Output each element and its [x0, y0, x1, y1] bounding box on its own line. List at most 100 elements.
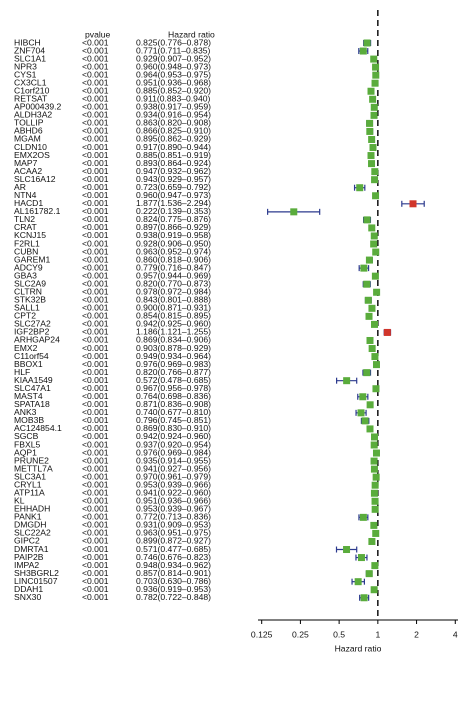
p-value: <0.001	[82, 102, 109, 112]
gene-name: CYS1	[14, 69, 37, 79]
gene-name: CLDN10	[14, 142, 47, 152]
hazard-ratio-label: 0.929(0.907–0.952)	[136, 53, 211, 63]
hr-marker	[365, 312, 373, 320]
p-value: <0.001	[82, 142, 109, 152]
p-value: <0.001	[82, 415, 109, 425]
hr-marker	[370, 586, 378, 594]
hr-marker	[359, 47, 367, 55]
hazard-ratio-label: 0.911(0.883–0.940)	[136, 94, 211, 104]
p-value: <0.001	[82, 174, 109, 184]
gene-name: CPT2	[14, 311, 36, 321]
hazard-ratio-label: 0.941(0.927–0.956)	[136, 463, 211, 473]
hazard-ratio-label: 0.703(0.630–0.786)	[136, 576, 211, 586]
gene-name: AL161782.1	[14, 206, 61, 216]
x-axis-label: Hazard ratio	[335, 643, 382, 653]
hr-marker	[360, 264, 368, 272]
gene-name: STK32B	[14, 295, 46, 305]
gene-name: SLC1A1	[14, 53, 46, 63]
hr-marker	[370, 111, 378, 119]
hr-marker	[368, 135, 376, 143]
hazard-ratio-label: 0.900(0.871–0.931)	[136, 303, 211, 313]
hr-marker	[363, 369, 371, 377]
hr-marker	[363, 216, 371, 224]
p-value: <0.001	[82, 351, 109, 361]
hazard-ratio-label: 0.976(0.969–0.984)	[136, 447, 211, 457]
gene-name: ABHD6	[14, 126, 43, 136]
hr-marker	[366, 336, 374, 344]
hazard-ratio-label: 0.967(0.956–0.978)	[136, 383, 211, 393]
hr-marker	[373, 288, 381, 296]
p-value: <0.001	[82, 94, 109, 104]
hr-marker	[371, 320, 379, 328]
hr-marker	[343, 377, 351, 385]
gene-name: DMRTA1	[14, 544, 49, 554]
hr-marker	[354, 578, 362, 586]
gene-name: PAIP2B	[14, 552, 44, 562]
hazard-ratio-label: 0.947(0.932–0.962)	[136, 166, 211, 176]
hr-marker	[367, 87, 375, 95]
hr-marker	[368, 304, 376, 312]
gene-name: CRYL1	[14, 479, 42, 489]
hazard-ratio-label: 0.869(0.830–0.910)	[136, 423, 211, 433]
gene-name: AC124854.1	[14, 423, 62, 433]
gene-name: KIAA1549	[14, 375, 53, 385]
p-value: <0.001	[82, 520, 109, 530]
hazard-ratio-label: 0.820(0.770–0.873)	[136, 278, 211, 288]
hr-marker	[370, 457, 378, 465]
hazard-ratio-label: 0.953(0.939–0.967)	[136, 504, 211, 514]
gene-name: KCNJ15	[14, 230, 46, 240]
hazard-ratio-label: 0.964(0.953–0.975)	[136, 69, 211, 79]
hr-marker	[368, 537, 376, 545]
hazard-ratio-label: 0.222(0.139–0.353)	[136, 206, 211, 216]
hazard-ratio-label: 0.885(0.852–0.920)	[136, 86, 211, 96]
gene-name: ARHGAP24	[14, 335, 60, 345]
hr-marker	[368, 160, 376, 168]
p-value: <0.001	[82, 439, 109, 449]
hr-marker	[383, 328, 391, 336]
gene-name: SALL1	[14, 303, 40, 313]
p-value: <0.001	[82, 327, 109, 337]
hr-marker	[343, 546, 351, 554]
p-value: <0.001	[82, 407, 109, 417]
p-value: <0.001	[82, 488, 109, 498]
p-value: <0.001	[82, 86, 109, 96]
gene-name: ANK3	[14, 407, 37, 417]
hazard-ratio-label: 0.771(0.711–0.835)	[136, 45, 211, 55]
gene-name: SLC22A2	[14, 528, 51, 538]
hr-marker	[357, 409, 365, 417]
p-value: <0.001	[82, 479, 109, 489]
hr-marker	[359, 393, 367, 401]
gene-name: SLC27A2	[14, 319, 51, 329]
hr-marker	[359, 513, 367, 521]
p-value: <0.001	[82, 222, 109, 232]
p-value: <0.001	[82, 367, 109, 377]
hr-marker	[366, 425, 374, 433]
hr-marker	[372, 192, 380, 200]
hazard-ratio-label: 0.937(0.920–0.954)	[136, 439, 211, 449]
x-tick-label: 0.125	[251, 629, 273, 639]
hr-marker	[371, 433, 379, 441]
hazard-ratio-label: 0.949(0.934–0.964)	[136, 351, 211, 361]
p-value: <0.001	[82, 471, 109, 481]
hazard-ratio-label: 0.953(0.939–0.966)	[136, 479, 211, 489]
hazard-ratio-label: 1.877(1.536–2.294)	[136, 198, 211, 208]
hazard-ratio-label: 0.572(0.478–0.685)	[136, 375, 211, 385]
hr-marker	[371, 505, 379, 513]
p-value: <0.001	[82, 77, 109, 87]
gene-name: ALDH3A2	[14, 110, 52, 120]
gene-name: LINC01507	[14, 576, 58, 586]
hr-marker	[372, 248, 380, 256]
hr-marker	[361, 417, 369, 425]
x-tick-label: 0.5	[333, 629, 345, 639]
hazard-ratio-label: 0.957(0.944–0.969)	[136, 270, 211, 280]
gene-name: DMGDH	[14, 520, 46, 530]
hr-marker	[370, 232, 378, 240]
gene-name: IMPA2	[14, 560, 39, 570]
p-value: <0.001	[82, 238, 109, 248]
p-value: <0.001	[82, 254, 109, 264]
hazard-ratio-label: 0.772(0.713–0.836)	[136, 512, 211, 522]
hazard-ratio-label: 0.871(0.836–0.908)	[136, 399, 211, 409]
hr-marker	[371, 562, 379, 570]
p-value: <0.001	[82, 37, 109, 47]
gene-name: BBOX1	[14, 359, 43, 369]
